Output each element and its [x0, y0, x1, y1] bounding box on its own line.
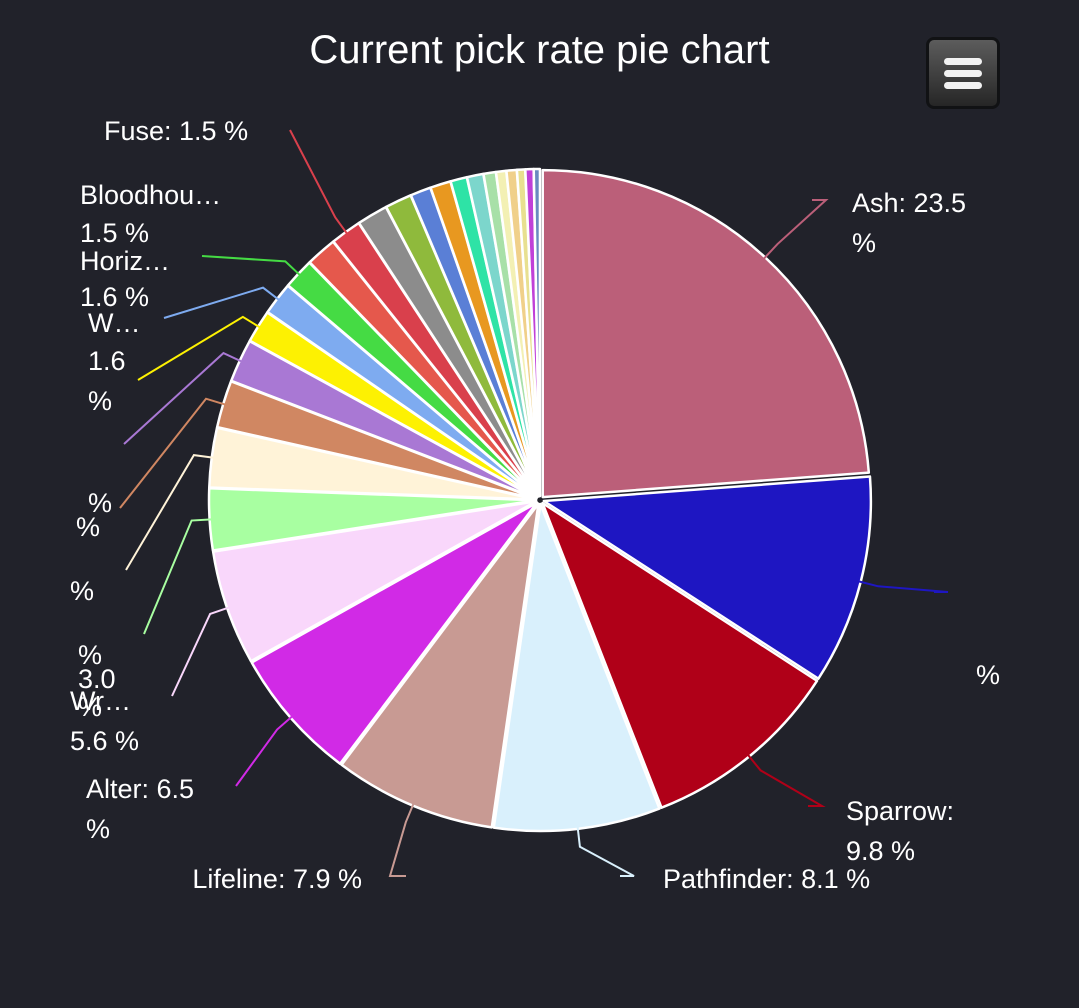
leader-line [143, 518, 212, 635]
leader-line [576, 826, 635, 877]
data-label: Lifeline: 7.9 % [192, 864, 362, 894]
data-label-line: % [78, 692, 102, 722]
data-label: Alter: 6.5% [86, 774, 194, 844]
leader-line [125, 454, 214, 571]
leader-line [858, 580, 949, 593]
leader-line [119, 397, 226, 509]
data-label-line: % [70, 576, 94, 606]
data-label-line: Ash: 23.5 [852, 188, 966, 218]
leader-line [289, 129, 348, 235]
data-label-line: 9.8 % [846, 836, 915, 866]
data-label-line: % [76, 512, 100, 542]
data-label-line: % [78, 640, 102, 670]
data-label: % [88, 488, 112, 518]
data-label-line: % [976, 660, 1000, 690]
leader-line [201, 255, 301, 276]
data-label-line: W… [88, 308, 140, 338]
pie-slice[interactable] [532, 167, 542, 498]
data-label: Wr… 5.6 % [70, 686, 139, 756]
data-label-line: Alter: 6.5 [86, 774, 194, 804]
data-label-line: Sparrow: [846, 796, 954, 826]
data-label-line: 1.5 % [80, 218, 149, 248]
data-label-line: Horiz… [80, 246, 170, 276]
data-label-line: 3.0 [78, 664, 116, 694]
data-label: Pathfinder: 8.1 % [663, 864, 870, 894]
data-label: Bloodhou… 1.5 % [80, 180, 221, 248]
data-label: % [76, 512, 100, 542]
data-label-line: % [86, 814, 110, 844]
leader-line [388, 803, 415, 877]
leader-line [235, 715, 293, 787]
leader-line [171, 606, 230, 697]
data-label-line: Fuse: 1.5 % [104, 116, 248, 146]
chart-title: Current pick rate pie chart [309, 28, 770, 72]
data-label: % [70, 576, 94, 606]
data-label-line: 1.6 [88, 346, 126, 376]
leader-line [747, 754, 826, 807]
chart-menu-button[interactable] [926, 37, 1000, 109]
data-label-line: Lifeline: 7.9 % [192, 864, 362, 894]
leader-line [163, 286, 280, 319]
data-label-line: % [88, 386, 112, 416]
pie-slice[interactable] [541, 168, 871, 499]
leader-line [137, 315, 261, 381]
data-label: % 3.0% [78, 640, 116, 722]
data-label: Fuse: 1.5 % [104, 116, 248, 146]
data-label: % [976, 660, 1000, 690]
leader-line [123, 351, 242, 445]
data-label: Ash: 23.5% [852, 188, 966, 258]
data-label: Horiz… 1.6 % [80, 246, 170, 312]
data-label-line: Bloodhou… [80, 180, 221, 210]
data-label-line: % [88, 488, 112, 518]
data-label-line: Pathfinder: 8.1 % [663, 864, 870, 894]
data-label-line: % [852, 228, 876, 258]
data-label: W… 1.6% [88, 308, 140, 416]
data-label-line: 5.6 % [70, 726, 139, 756]
leader-line [763, 199, 829, 260]
data-label: Sparrow: 9.8 % [846, 796, 954, 866]
data-label-line: Wr… [70, 686, 131, 716]
data-label-line: 1.6 % [80, 282, 149, 312]
